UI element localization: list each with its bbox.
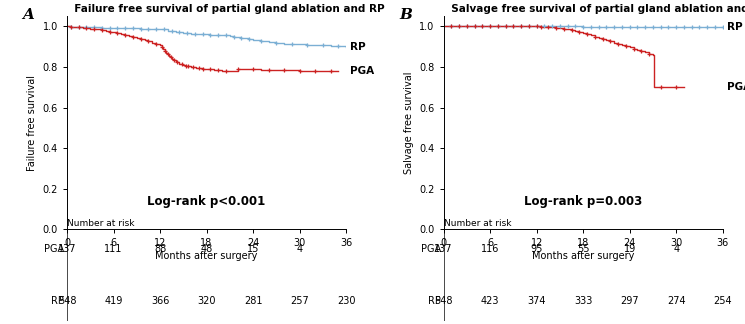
Text: PGA: PGA	[44, 245, 64, 254]
Text: 548: 548	[58, 296, 76, 306]
Text: 111: 111	[104, 245, 123, 254]
Text: PGA: PGA	[421, 245, 441, 254]
Text: 4: 4	[673, 245, 679, 254]
Text: Number at risk: Number at risk	[444, 219, 511, 227]
X-axis label: Months after surgery: Months after surgery	[532, 251, 634, 261]
Y-axis label: Salvage free survival: Salvage free survival	[404, 72, 413, 174]
Text: PGA: PGA	[726, 82, 745, 92]
Text: RP: RP	[350, 42, 366, 52]
Text: RP: RP	[726, 22, 742, 32]
Text: RP: RP	[428, 296, 441, 306]
Text: 297: 297	[621, 296, 639, 306]
Text: 254: 254	[713, 296, 732, 306]
Text: 137: 137	[58, 245, 76, 254]
Text: 15: 15	[247, 245, 259, 254]
X-axis label: Months after surgery: Months after surgery	[156, 251, 258, 261]
Text: 257: 257	[290, 296, 309, 306]
Text: 230: 230	[337, 296, 355, 306]
Text: 55: 55	[577, 245, 589, 254]
Text: 116: 116	[481, 245, 499, 254]
Text: 137: 137	[434, 245, 453, 254]
Text: Log-rank p<0.001: Log-rank p<0.001	[148, 195, 266, 208]
Text: 374: 374	[527, 296, 546, 306]
Text: 366: 366	[150, 296, 169, 306]
Text: RP: RP	[51, 296, 64, 306]
Text: 48: 48	[200, 245, 212, 254]
Text: 88: 88	[154, 245, 166, 254]
Text: 95: 95	[530, 245, 543, 254]
Text: PGA: PGA	[350, 66, 374, 76]
Text: 423: 423	[481, 296, 499, 306]
Text: Number at risk: Number at risk	[67, 219, 135, 227]
Text: Salvage free survival of partial gland ablation and RP: Salvage free survival of partial gland a…	[444, 4, 745, 14]
Text: B: B	[399, 8, 412, 22]
Text: 419: 419	[104, 296, 123, 306]
Y-axis label: Failure free survival: Failure free survival	[27, 75, 37, 171]
Text: Log-rank p=0.003: Log-rank p=0.003	[524, 195, 642, 208]
Text: 4: 4	[297, 245, 302, 254]
Text: 274: 274	[667, 296, 685, 306]
Text: 548: 548	[434, 296, 453, 306]
Text: 19: 19	[624, 245, 635, 254]
Text: 281: 281	[244, 296, 262, 306]
Text: A: A	[22, 8, 34, 22]
Text: 333: 333	[574, 296, 592, 306]
Text: Failure free survival of partial gland ablation and RP: Failure free survival of partial gland a…	[67, 4, 384, 14]
Text: 320: 320	[197, 296, 216, 306]
